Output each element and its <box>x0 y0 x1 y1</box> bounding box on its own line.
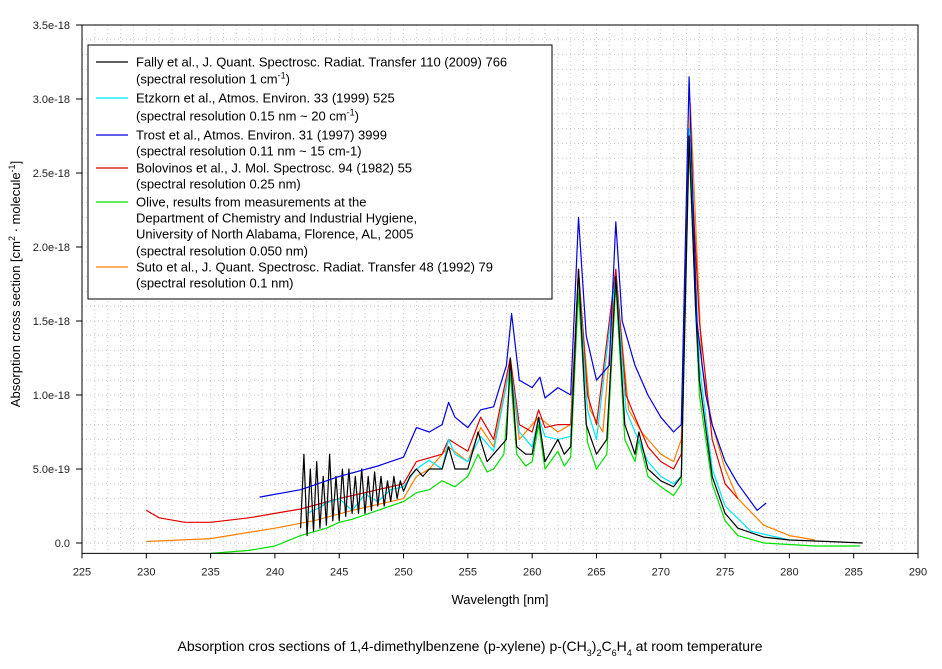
y-axis-label: Absorption cross section [cm2 · molecule… <box>7 161 23 407</box>
series-lines <box>146 76 863 554</box>
x-tick-label: 260 <box>523 566 541 578</box>
text-segment: (spectral resolution 0.1 nm) <box>136 276 294 291</box>
series-line-bolovinos <box>146 128 739 523</box>
x-tick-label: 255 <box>459 566 477 578</box>
text-segment: Department of Chemistry and Industrial H… <box>136 211 417 226</box>
superscript: 2 <box>7 236 17 241</box>
x-tick-label: 235 <box>201 566 219 578</box>
subscript: 6 <box>612 648 617 658</box>
superscript: -1 <box>7 164 17 172</box>
legend-entry-suto: (spectral resolution 0.1 nm) <box>136 276 294 291</box>
text-segment: Olive, results from measurements at the <box>136 195 366 210</box>
text-segment: Absorption cross section [cm <box>8 241 23 407</box>
x-tick-label: 245 <box>330 566 348 578</box>
legend-entry-etzkorn: Etzkorn et al., Atmos. Environ. 33 (1999… <box>136 91 395 106</box>
legend-entry-olive: Olive, results from measurements at the <box>136 195 366 210</box>
legend-entry-olive: (spectral resolution 0.050 nm) <box>136 244 308 259</box>
text-segment: ] <box>8 161 23 165</box>
series-line-trost <box>259 76 767 511</box>
legend-entry-etzkorn: (spectral resolution 0.15 nm ~ 20 cm-1) <box>136 108 359 124</box>
text-segment: · molecule <box>8 172 23 236</box>
text-segment: (spectral resolution 0.050 nm) <box>136 244 308 259</box>
x-tick-label: 285 <box>845 566 863 578</box>
x-tick-label: 230 <box>137 566 155 578</box>
chart-title: Absorption cros sections of 1,4-dimethyl… <box>177 638 762 658</box>
y-tick-label: 3.5e-18 <box>33 20 70 32</box>
legend: Fally et al., J. Quant. Spectrosc. Radia… <box>87 44 553 300</box>
subscript: 3 <box>587 648 592 658</box>
text-segment: H <box>617 638 627 654</box>
legend-entry-fally: Fally et al., J. Quant. Spectrosc. Radia… <box>136 55 507 70</box>
text-segment: ) <box>355 109 359 124</box>
text-segment: Fally et al., J. Quant. Spectrosc. Radia… <box>136 55 507 70</box>
x-tick-label: 280 <box>780 566 798 578</box>
text-segment: (spectral resolution 0.11 nm ~ 15 cm-1) <box>136 144 362 159</box>
x-tick-label: 225 <box>73 566 91 578</box>
y-tick-label: 0.0 <box>55 538 70 550</box>
text-segment: Suto et al., J. Quant. Spectrosc. Radiat… <box>136 260 493 275</box>
legend-entry-trost: (spectral resolution 0.11 nm ~ 15 cm-1) <box>136 144 362 159</box>
x-axis-label: Wavelength [nm] <box>451 592 548 607</box>
text-segment: C <box>601 638 611 654</box>
text-segment: ) <box>286 72 290 87</box>
subscript: 4 <box>627 648 632 658</box>
y-tick-label: 1.0e-18 <box>33 390 70 402</box>
x-tick-label: 240 <box>266 566 284 578</box>
legend-entry-trost: Trost et al., Atmos. Environ. 31 (1997) … <box>136 128 387 143</box>
legend-entry-bolovinos: (spectral resolution 0.25 nm) <box>136 177 301 192</box>
text-segment: at room temperature <box>632 638 763 654</box>
text-segment: Absorption cros sections of 1,4-dimethyl… <box>177 638 586 654</box>
series-line-etzkorn <box>306 128 790 541</box>
x-tick-label: 290 <box>909 566 927 578</box>
superscript: -1 <box>278 71 286 81</box>
x-tick-label: 265 <box>587 566 605 578</box>
axes: 225 230 235 240 245 250 255 260 265 270 275 280 285 2… <box>33 20 927 578</box>
superscript: -1 <box>347 108 355 118</box>
legend-entry-olive: Department of Chemistry and Industrial H… <box>136 211 417 226</box>
legend-entry-olive: University of North Alabama, Florence, A… <box>136 227 413 242</box>
text-segment: Bolovinos et al., J. Mol. Spectrosc. 94 … <box>136 161 412 176</box>
x-tick-label: 275 <box>716 566 734 578</box>
legend-entry-fally: (spectral resolution 1 cm-1) <box>136 71 290 87</box>
x-tick-label: 250 <box>394 566 412 578</box>
text-segment: (spectral resolution 1 cm <box>136 72 278 87</box>
text-segment: (spectral resolution 0.25 nm) <box>136 177 301 192</box>
text-segment: Trost et al., Atmos. Environ. 31 (1997) … <box>136 128 387 143</box>
legend-box <box>87 44 553 300</box>
y-tick-label: 1.5e-18 <box>33 316 70 328</box>
text-segment: University of North Alabama, Florence, A… <box>136 227 413 242</box>
legend-entry-bolovinos: Bolovinos et al., J. Mol. Spectrosc. 94 … <box>136 161 412 176</box>
y-tick-label: 2.0e-18 <box>33 242 70 254</box>
text-segment: (spectral resolution 0.15 nm ~ 20 cm <box>136 109 347 124</box>
y-tick-label: 5.0e-19 <box>33 464 70 476</box>
legend-entry-suto: Suto et al., J. Quant. Spectrosc. Radiat… <box>136 260 493 275</box>
x-tick-label: 270 <box>652 566 670 578</box>
text-segment: ) <box>592 638 597 654</box>
text-segment: Etzkorn et al., Atmos. Environ. 33 (1999… <box>136 91 395 106</box>
series-line-fally <box>300 135 863 544</box>
plot-frame <box>81 24 919 554</box>
y-tick-label: 2.5e-18 <box>33 168 70 180</box>
y-tick-label: 3.0e-18 <box>33 94 70 106</box>
subscript: 2 <box>596 648 601 658</box>
